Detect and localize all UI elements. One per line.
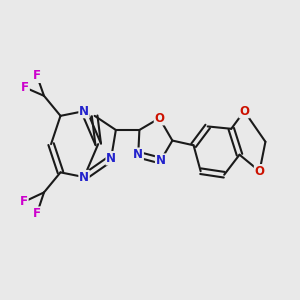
Text: F: F [33, 69, 41, 82]
Text: N: N [133, 148, 143, 161]
Text: F: F [33, 207, 41, 220]
Text: N: N [156, 154, 166, 167]
Text: N: N [79, 171, 89, 184]
Text: N: N [106, 152, 116, 165]
Text: O: O [239, 105, 249, 118]
Text: O: O [254, 165, 265, 178]
Text: F: F [20, 195, 28, 208]
Text: F: F [21, 81, 29, 94]
Text: N: N [79, 105, 89, 118]
Text: O: O [154, 112, 164, 125]
